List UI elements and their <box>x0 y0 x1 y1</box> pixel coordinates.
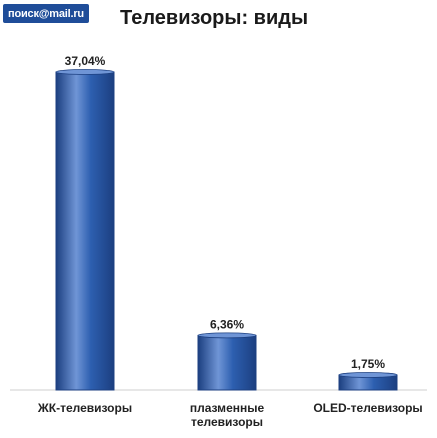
logo-text: поиск@mail.ru <box>8 7 84 20</box>
category-label-1: плазменные телевизоры <box>190 401 265 429</box>
bar-cap-2 <box>338 372 398 378</box>
category-label-line: ЖК-телевизоры <box>37 401 132 415</box>
category-label-0: ЖК-телевизоры <box>37 401 132 415</box>
bar-cap-1 <box>197 332 257 339</box>
category-label-line: OLED-телевизоры <box>313 401 422 415</box>
value-label-2: 1,75% <box>351 357 385 371</box>
category-label-line: плазменные <box>190 401 265 415</box>
bar-cap-0 <box>55 69 115 75</box>
value-label-0: 37,04% <box>65 54 106 68</box>
bar-1 <box>197 334 257 391</box>
chart-title: Телевизоры: виды <box>120 7 309 29</box>
category-label-line: телевизоры <box>191 415 263 429</box>
bar-0 <box>55 71 115 391</box>
category-label-2: OLED-телевизоры <box>313 401 422 415</box>
mail-ru-logo: поиск@mail.ru <box>3 4 89 23</box>
value-label-1: 6,36% <box>210 317 244 331</box>
